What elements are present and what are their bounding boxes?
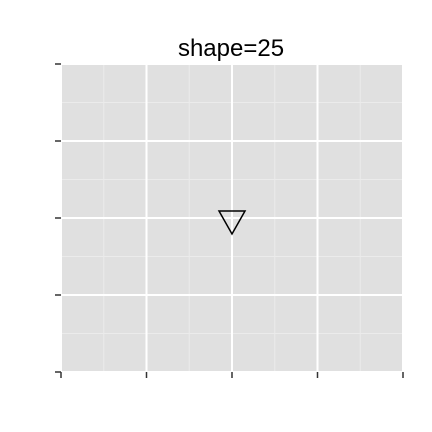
triangle-down-point bbox=[217, 210, 247, 236]
x-axis bbox=[60, 372, 404, 378]
y-axis bbox=[55, 63, 61, 373]
data-points bbox=[217, 210, 247, 236]
chart-title: shape=25 bbox=[178, 35, 284, 62]
